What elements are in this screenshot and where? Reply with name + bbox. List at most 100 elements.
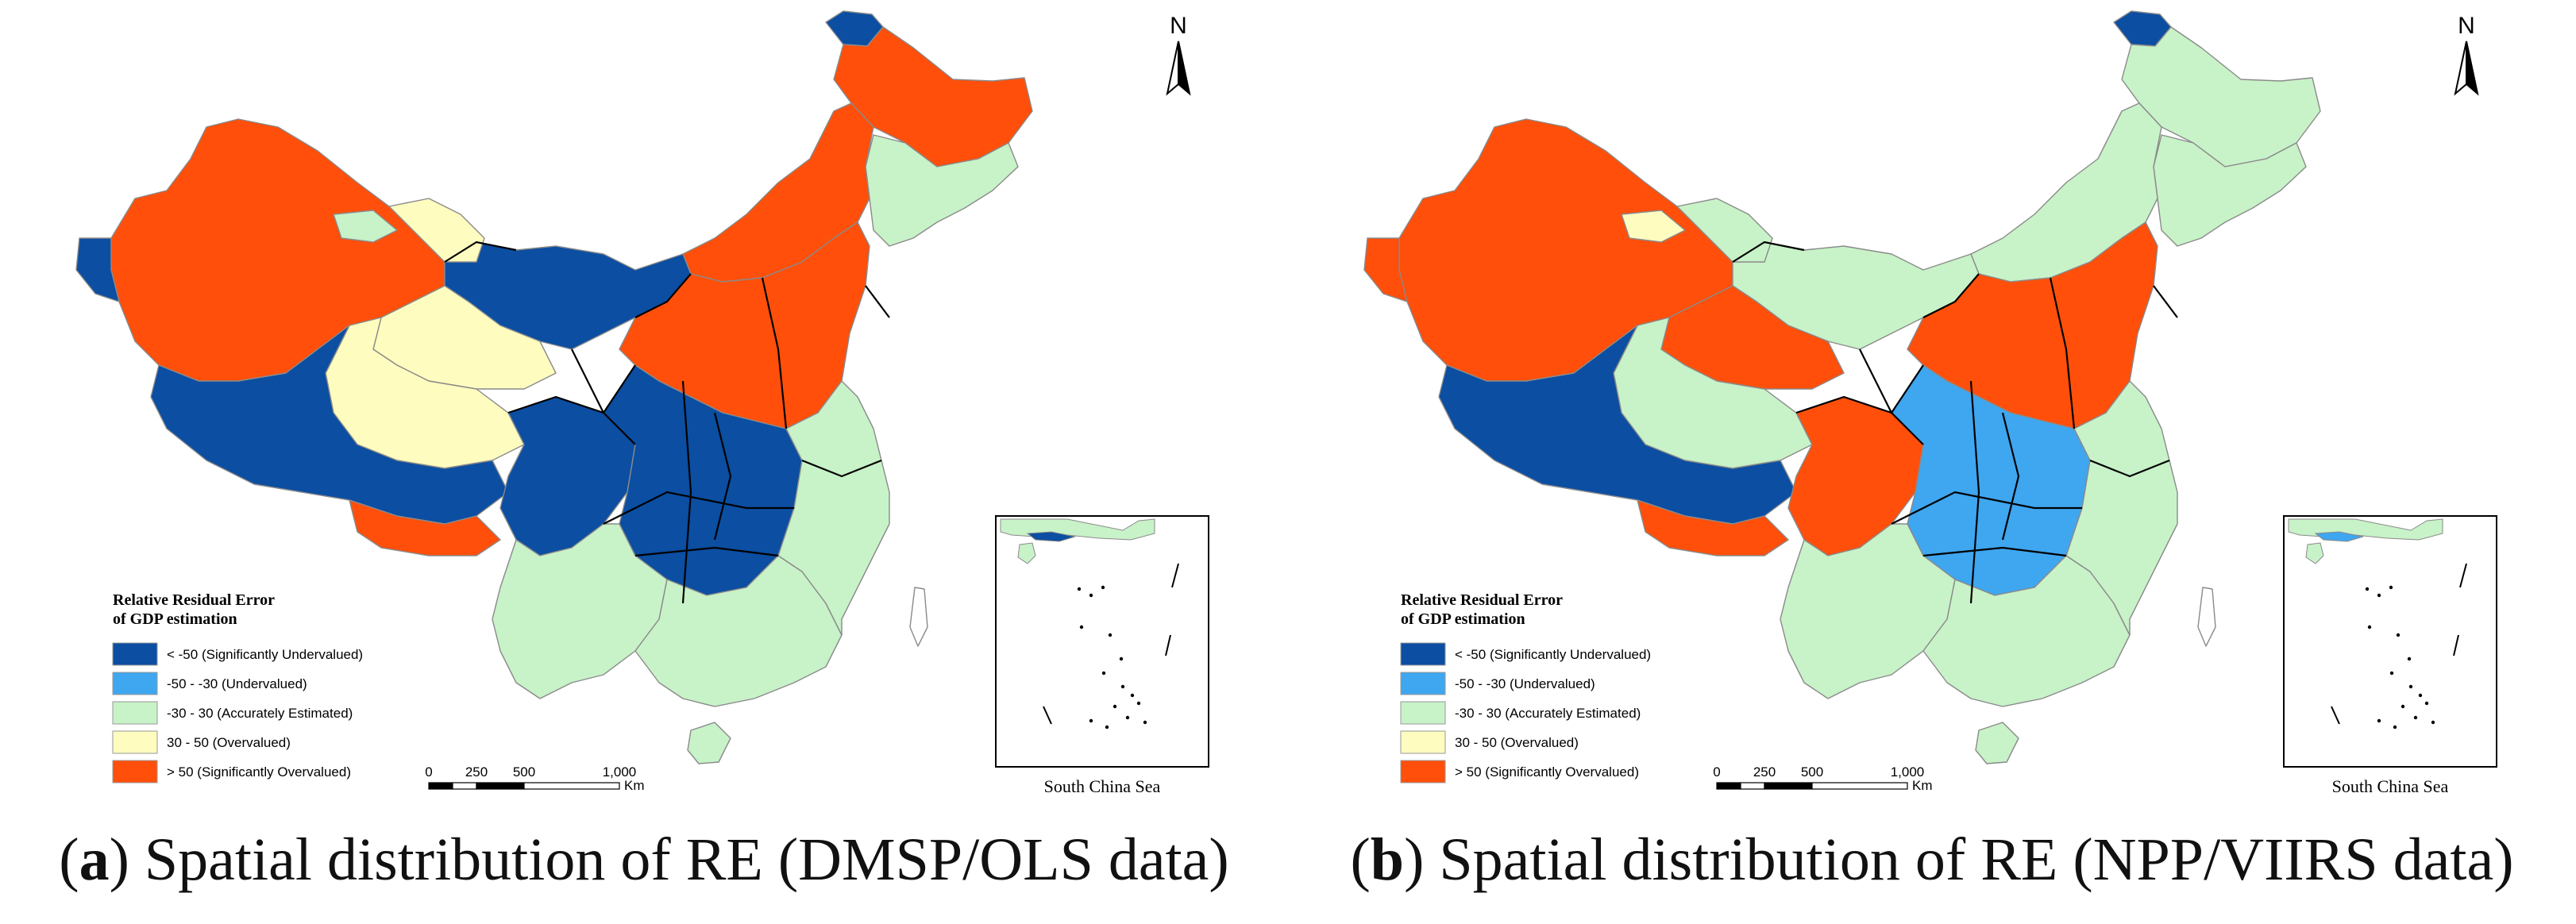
inset-island: [1101, 585, 1105, 590]
inset-island: [1089, 718, 1093, 723]
inset-island: [1143, 720, 1147, 725]
inset-island: [2408, 684, 2413, 689]
inset-island: [1079, 625, 1084, 629]
province-boundary-line: [634, 273, 692, 318]
scale-bar-segment: [428, 782, 453, 790]
legend-title-line1: Relative Residual Error: [113, 591, 275, 609]
inset-island: [1077, 587, 1082, 591]
north-label: N: [1170, 13, 1187, 39]
north-arrow-half-icon: [1178, 40, 1191, 96]
region-hainan: [687, 722, 731, 764]
inset-island: [1089, 593, 1093, 598]
region-east-coast: [2065, 380, 2178, 636]
inset-island: [1120, 684, 1125, 689]
scale-tick-label: 500: [513, 764, 535, 780]
province-boundary-line: [603, 364, 636, 414]
legend-label: > 50 (Significantly Overvalued): [167, 764, 351, 780]
province-boundary-line: [507, 395, 636, 445]
inset-island: [2431, 720, 2435, 725]
legend-label: > 50 (Significantly Overvalued): [1455, 764, 1639, 780]
province-boundary-line: [2153, 285, 2178, 318]
province-boundary-line: [681, 380, 692, 604]
legend-swatch-over: [1400, 730, 1446, 754]
legend-label: -30 - 30 (Accurately Estimated): [1455, 706, 1641, 721]
legend-swatch-sig-under: [112, 642, 158, 666]
province-boundary-line: [603, 491, 794, 525]
inset-island: [1130, 693, 1135, 698]
inset-island: [2413, 715, 2418, 720]
province-boundary-line: [2049, 277, 2076, 429]
legend-title-line1: Relative Residual Error: [1401, 591, 1563, 609]
province-boundary-line: [1922, 273, 1980, 318]
map-panel-b: N South China Sea Relative Residual Erroro…: [1363, 10, 2497, 796]
inset-hainan: [2305, 542, 2324, 564]
scale-bar-segment: [476, 782, 525, 790]
north-label: N: [2458, 13, 2475, 39]
north-arrow-half-icon: [2466, 40, 2479, 96]
inset-island: [1136, 701, 1141, 706]
legend-label: < -50 (Significantly Undervalued): [1455, 647, 1651, 662]
inset-island: [2407, 656, 2412, 661]
scale-tick-label: 250: [465, 764, 488, 780]
province-boundary-line: [1922, 546, 2067, 557]
legend-label: 30 - 50 (Overvalued): [1455, 735, 1579, 750]
panel-a: N South China Sea Relative Residual Error o…: [59, 10, 1229, 893]
scale-unit-label: Km: [1912, 778, 1933, 793]
region-tibet: [1438, 325, 1797, 525]
scale-bar-segment: [452, 782, 477, 790]
inset-island: [2424, 701, 2429, 706]
province-boundary-line: [865, 285, 890, 318]
legend-swatch-under: [1400, 672, 1446, 695]
region-taiwan: [909, 587, 928, 647]
province-boundary-line: [801, 459, 882, 478]
inset-dash: [2331, 706, 2340, 725]
legend-title-line2: of GDP estimation: [1401, 610, 1525, 628]
caption-b: (b) Spatial distribution of RE (NPP/VIIR…: [1350, 826, 2514, 893]
legend-swatch-sig-over: [1400, 760, 1446, 783]
province-boundaries: [1732, 241, 2178, 604]
legend-label: < -50 (Significantly Undervalued): [167, 647, 363, 662]
region-xinjiang-north-strip: [333, 210, 398, 243]
legend-swatch-under: [112, 672, 158, 695]
inset-dash: [2453, 634, 2459, 656]
inset-island: [2393, 725, 2397, 730]
region-tibet-south: [349, 499, 501, 556]
region-east-coast: [777, 380, 890, 636]
map-panel-a: N South China Sea Relative Residual Erroro…: [75, 10, 1209, 796]
region-xinjiang-east-patch: [388, 198, 485, 263]
province-boundary-line: [1859, 348, 1892, 414]
province-boundary-line: [571, 348, 604, 414]
legend-label: -50 - -30 (Undervalued): [167, 676, 307, 691]
inset-island: [2367, 625, 2372, 629]
inset-label: South China Sea: [1044, 776, 1161, 796]
north-arrow-icon: [2454, 40, 2467, 96]
legend-label: -30 - 30 (Accurately Estimated): [167, 706, 353, 721]
inset-island: [2401, 704, 2405, 709]
inset-hainan: [1017, 542, 1036, 564]
inset-dash: [1043, 706, 1052, 725]
region-xinjiang-east-patch: [1676, 198, 1773, 263]
north-arrow-icon: [1166, 40, 1179, 96]
region-tibet: [150, 325, 509, 525]
legend-swatch-sig-under: [1400, 642, 1446, 666]
scale-tick-label: 0: [1713, 764, 1720, 780]
inset-island: [1125, 715, 1130, 720]
caption-a: (a) Spatial distribution of RE (DMSP/OLS…: [59, 826, 1229, 893]
legend-swatch-accurate: [112, 701, 158, 725]
china-map: [75, 10, 1033, 764]
scale-bar-segment: [1716, 782, 1741, 790]
inset-coast-patch: [2314, 531, 2364, 542]
inset-island: [2389, 671, 2394, 676]
inset-island: [2377, 718, 2381, 723]
province-boundaries: [444, 241, 890, 604]
legend-title-line2: of GDP estimation: [113, 610, 237, 628]
province-boundary-line: [1795, 395, 1924, 445]
north-arrow: N: [2454, 13, 2479, 96]
province-boundary-line: [761, 277, 788, 429]
inset-dash: [2459, 563, 2467, 588]
region-taiwan: [2197, 587, 2216, 647]
